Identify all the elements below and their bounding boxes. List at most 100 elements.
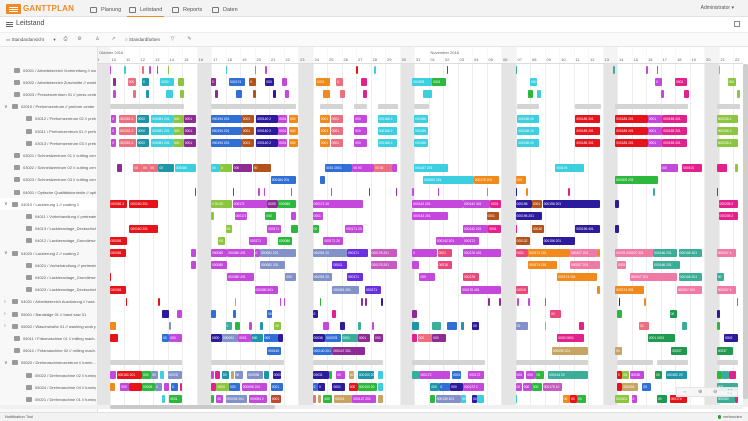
- task-bar[interactable]: [162, 310, 169, 318]
- task-bar[interactable]: 000200 201: [423, 175, 474, 184]
- task-bar[interactable]: 0001: [515, 249, 528, 257]
- task-bar[interactable]: 000178 201: [473, 175, 499, 184]
- task-bar[interactable]: [734, 163, 739, 172]
- milestone-marker[interactable]: [381, 297, 383, 306]
- tree-row[interactable]: 03012 / Preformzentrum 02 // preform...: [0, 113, 97, 125]
- summary-bar[interactable]: [716, 360, 739, 366]
- task-bar[interactable]: 0001: [183, 139, 197, 148]
- tree-row[interactable]: 03002 / Arbeitsbereich Zuschnitte // wor…: [0, 76, 97, 88]
- fullscreen-icon[interactable]: ⛶: [728, 389, 732, 395]
- tree-row[interactable]: 04011 / Vorbehandlung // pretreatment: [0, 210, 97, 222]
- task-bar[interactable]: 000185 201: [615, 114, 648, 123]
- task-bar[interactable]: 000174: [229, 78, 246, 87]
- task-bar[interactable]: 000167 201: [414, 163, 449, 172]
- task-bar[interactable]: 0001 0001: [647, 334, 675, 343]
- task-bar[interactable]: 00: [535, 371, 545, 379]
- milestone-marker[interactable]: [356, 66, 358, 74]
- task-bar[interactable]: 000166 201: [678, 273, 702, 282]
- task-bar[interactable]: [432, 322, 441, 331]
- task-bar[interactable]: 0001: [647, 127, 662, 135]
- summary-bar[interactable]: [412, 360, 485, 366]
- task-bar[interactable]: [180, 383, 182, 392]
- task-bar[interactable]: [392, 163, 398, 172]
- task-bar[interactable]: 00: [142, 163, 150, 172]
- task-bar[interactable]: 000: [263, 334, 278, 343]
- task-bar[interactable]: 000100 20: [357, 371, 374, 379]
- task-bar[interactable]: 000: [522, 383, 532, 392]
- tree-row[interactable]: 03003 / Pressenzentrum 01 // press cente…: [0, 88, 97, 100]
- task-bar[interactable]: 000196 401: [575, 224, 601, 233]
- task-bar[interactable]: 0000 0001: [557, 334, 585, 343]
- task-bar[interactable]: 000184 201: [270, 175, 296, 184]
- task-bar[interactable]: 000: [172, 139, 184, 148]
- task-bar[interactable]: [377, 395, 383, 404]
- task-bar[interactable]: 000086: [174, 163, 197, 172]
- milestone-marker[interactable]: [499, 297, 501, 306]
- task-bar[interactable]: 000081 201: [151, 127, 173, 135]
- task-bar[interactable]: [290, 224, 298, 233]
- task-bar[interactable]: [682, 322, 688, 331]
- task-bar[interactable]: 00: [149, 163, 159, 172]
- milestone-marker[interactable]: [265, 66, 267, 74]
- task-bar[interactable]: 0001: [341, 334, 358, 343]
- task-bar[interactable]: 000171: [346, 249, 369, 257]
- task-bar[interactable]: [191, 261, 197, 270]
- task-bar[interactable]: 00: [267, 310, 273, 318]
- task-bar[interactable]: 0001: [488, 224, 501, 233]
- task-bar[interactable]: 0001: [183, 114, 197, 123]
- task-bar[interactable]: 00: [716, 273, 724, 282]
- task-bar[interactable]: 000: [120, 383, 130, 392]
- task-bar[interactable]: 0: [111, 139, 117, 148]
- task-bar[interactable]: 000172 2: [462, 383, 485, 392]
- task-bar[interactable]: [252, 90, 256, 99]
- task-bar[interactable]: 000186 20: [517, 127, 539, 135]
- task-bar[interactable]: [615, 200, 619, 209]
- chevron-down-icon[interactable]: ∨: [4, 103, 8, 110]
- task-bar[interactable]: [109, 334, 119, 343]
- task-bar[interactable]: 000132: [515, 236, 530, 245]
- task-bar[interactable]: 0000: [216, 383, 229, 392]
- task-bar[interactable]: 0001: [437, 249, 452, 257]
- task-bar[interactable]: [214, 90, 218, 99]
- task-bar[interactable]: 000185 201: [615, 127, 648, 135]
- tree-row[interactable]: 05012 / Fräsmaschine 02 // milling mach.…: [0, 345, 97, 357]
- tree-row[interactable]: 04012 / Lackieranlage_Grundierung // ...: [0, 235, 97, 247]
- task-bar[interactable]: 000207 201: [569, 249, 597, 257]
- tree-row[interactable]: 03001 / Arbeitsbereich Vorbereitung // w…: [0, 64, 97, 76]
- arrow-icon[interactable]: ↗: [111, 36, 116, 42]
- task-bar[interactable]: [230, 371, 235, 379]
- task-bar[interactable]: 0: [111, 114, 117, 123]
- chevron-down-icon[interactable]: ∨: [4, 201, 8, 208]
- task-bar[interactable]: 000: [450, 383, 463, 392]
- task-bar[interactable]: 000081 2: [118, 127, 137, 135]
- task-bar[interactable]: 00: [515, 383, 523, 392]
- task-bar[interactable]: 000: [169, 334, 182, 343]
- task-bar[interactable]: 0001: [278, 127, 287, 135]
- task-bar[interactable]: 000194 201: [211, 114, 242, 123]
- task-bar[interactable]: [109, 371, 117, 379]
- task-bar[interactable]: 0001: [432, 78, 447, 87]
- task-bar[interactable]: 000185 201: [575, 114, 601, 123]
- task-bar[interactable]: 00: [569, 395, 577, 404]
- task-bar[interactable]: 0001: [452, 371, 461, 379]
- task-bar[interactable]: 000194 201: [211, 127, 242, 135]
- summary-bar[interactable]: [109, 360, 182, 366]
- horizontal-scrollbar[interactable]: [98, 405, 743, 409]
- task-bar[interactable]: 000196 201: [542, 236, 575, 245]
- task-bar[interactable]: [211, 310, 217, 318]
- summary-bar[interactable]: [414, 104, 429, 110]
- tree-row[interactable]: 04022 / Lackieranlage_Grundierung // ...: [0, 271, 97, 283]
- task-bar[interactable]: 000080 201: [227, 273, 255, 282]
- milestone-marker[interactable]: [517, 297, 519, 306]
- task-bar[interactable]: [178, 78, 184, 87]
- task-bar[interactable]: [180, 90, 184, 99]
- task-bar[interactable]: 000086: [278, 200, 296, 209]
- task-bar[interactable]: 0: [171, 383, 179, 392]
- task-bar[interactable]: 000142 201: [462, 224, 488, 233]
- task-bar[interactable]: [317, 395, 322, 404]
- task-bar[interactable]: [312, 395, 316, 404]
- task-bar[interactable]: [339, 90, 345, 99]
- task-bar[interactable]: 00: [218, 236, 226, 245]
- milestone-marker[interactable]: [361, 297, 363, 306]
- task-bar[interactable]: 00: [216, 395, 224, 404]
